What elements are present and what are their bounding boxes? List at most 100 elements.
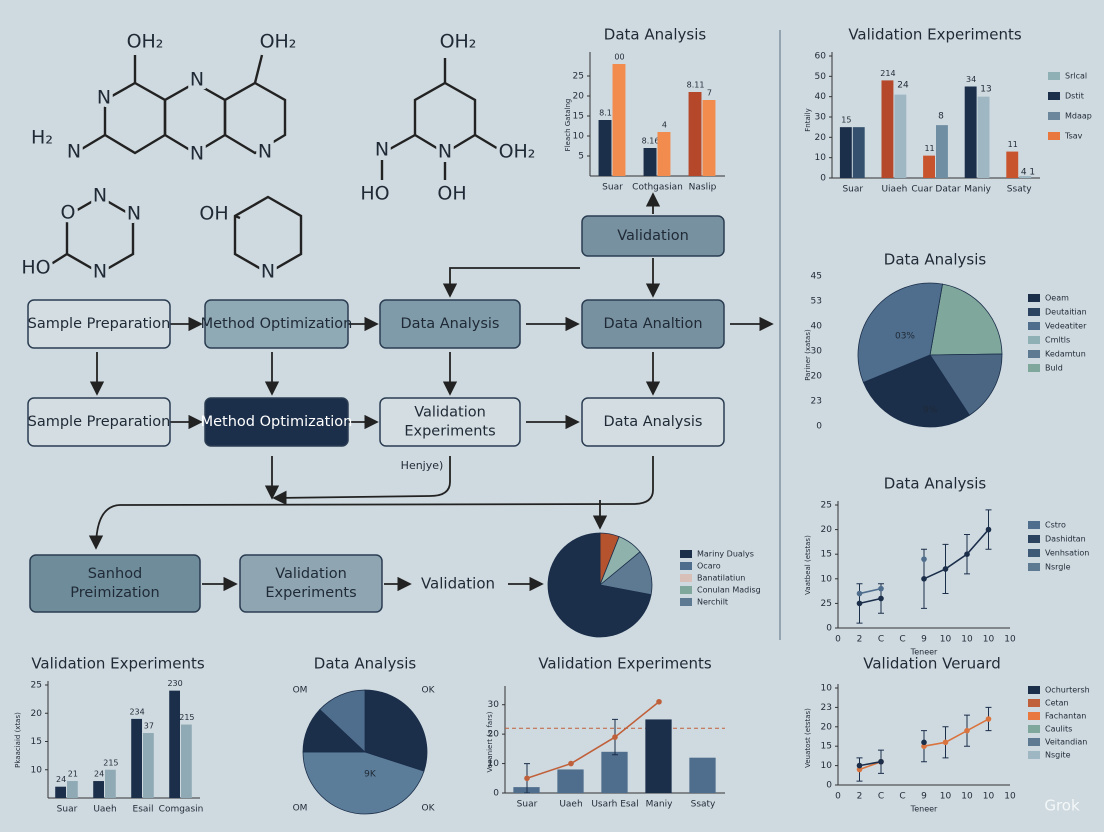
bar <box>839 127 852 178</box>
chem-label: OH <box>199 203 228 225</box>
flow-node <box>239 554 383 613</box>
line-point <box>942 739 949 746</box>
y-tick-label: 20 <box>31 709 43 719</box>
y-tick-label: 50 <box>815 72 827 82</box>
bar <box>1006 151 1019 178</box>
x-tick-label: Maniy <box>964 185 991 195</box>
x-tick-label: 10 <box>983 792 995 802</box>
x-tick-label: Ssaty <box>1007 185 1032 195</box>
bar <box>105 769 116 798</box>
flow-node <box>581 215 725 257</box>
line-point <box>568 760 574 767</box>
line-point <box>985 526 992 533</box>
y-tick-label: 0 <box>820 174 826 184</box>
chem-label: N <box>375 139 389 161</box>
legend-swatch <box>1028 686 1040 694</box>
line-point <box>964 727 970 734</box>
line-series <box>526 701 660 780</box>
bar-label: 15 <box>841 116 851 125</box>
x-tick-label: Uaeh <box>559 800 582 810</box>
axis-label: 30 <box>811 347 823 357</box>
x-tick-label: C <box>878 792 884 802</box>
line-series <box>859 718 989 771</box>
flow-node-label: Method Optimization <box>201 414 353 430</box>
flow-node <box>379 397 521 447</box>
x-tick-label: Ssaty <box>691 800 716 810</box>
x-tick-label: Suar <box>517 800 538 810</box>
legend-swatch <box>1048 92 1060 100</box>
legend-label: Banatilatiun <box>697 574 745 583</box>
legend-swatch <box>1028 350 1040 358</box>
legend-label: Nsrgle <box>1045 563 1071 572</box>
y-tick-label: 60 <box>815 52 827 62</box>
annotation: 9K <box>364 770 377 780</box>
y-tick-label: 15 <box>821 550 832 560</box>
line-point <box>878 758 884 765</box>
x-tick-label: 2 <box>857 792 863 802</box>
bar-label: 4 <box>662 121 667 130</box>
x-tick-label: 0 <box>835 792 841 802</box>
bar <box>181 724 192 798</box>
legend-label: Nerchilt <box>697 598 728 607</box>
line-point <box>921 556 927 562</box>
bar <box>93 781 104 798</box>
legend-swatch <box>680 562 692 570</box>
legend-swatch <box>1028 738 1040 746</box>
legend-swatch <box>1028 699 1040 707</box>
x-tick-label: Cuar Datar <box>911 185 961 195</box>
x-tick-label: 9 <box>921 635 927 645</box>
chem-label: N <box>97 87 111 109</box>
bar <box>131 718 142 798</box>
annotation: 8 <box>938 112 944 122</box>
line-point <box>942 566 949 572</box>
annotation: 4 1 <box>1021 168 1035 178</box>
axis-label: 23 <box>811 397 822 407</box>
line-point <box>985 716 992 722</box>
bar <box>852 127 865 178</box>
y-tick-label: 15 <box>31 737 42 747</box>
chem-label: N <box>93 261 107 283</box>
flow-node <box>27 397 171 447</box>
x-tick-label: Uiaeh <box>881 185 907 195</box>
bar <box>55 786 66 798</box>
legend-swatch <box>1028 549 1040 557</box>
y-tick-label: 30 <box>488 700 500 710</box>
y-tick-label: 15 <box>573 112 584 122</box>
bar-label: 00 <box>614 53 624 62</box>
pie-slice <box>302 751 425 815</box>
flow-node <box>581 397 725 447</box>
legend-label: Veitandian <box>1045 738 1087 747</box>
y-axis-label: Fntaily <box>804 108 812 132</box>
chem-label: OH <box>437 183 466 205</box>
legend-swatch <box>1028 563 1040 571</box>
x-tick-label: 10 <box>983 635 995 645</box>
bar-label: 24 <box>94 770 104 779</box>
chem-label: N <box>261 261 275 283</box>
flow-node-label: Preimization <box>70 585 160 601</box>
flow-note: Henjye) <box>401 459 444 472</box>
y-tick-label: 25 <box>31 681 42 691</box>
legend-label: Dashidtan <box>1045 535 1086 544</box>
flow-node-label: Data Analysis <box>604 414 703 430</box>
flow-node <box>581 299 725 349</box>
chem-label: HO <box>21 257 50 279</box>
line-point <box>964 551 970 557</box>
annotation: OM <box>293 686 308 696</box>
flow-node <box>379 299 521 349</box>
pie-slice <box>364 689 428 772</box>
legend-label: Venhsation <box>1045 549 1089 558</box>
y-axis-label: Pariner (xatas) <box>804 329 812 381</box>
legend-swatch <box>1028 521 1040 529</box>
bar <box>169 690 180 798</box>
bar <box>702 100 716 176</box>
legend-swatch <box>680 550 692 558</box>
bar <box>689 757 716 793</box>
bar-label: 37 <box>144 722 154 731</box>
chart-title: Validation Experiments <box>848 26 1022 44</box>
axis-label: 20 <box>811 372 823 382</box>
legend-label: Fachantan <box>1045 712 1086 721</box>
flow: Sample Preparation Method Optimization Dat… <box>27 215 725 613</box>
annotation: 24 <box>897 81 909 91</box>
chart-title: Validation Experiments <box>31 655 205 673</box>
flow-node-label: Experiments <box>404 424 495 440</box>
